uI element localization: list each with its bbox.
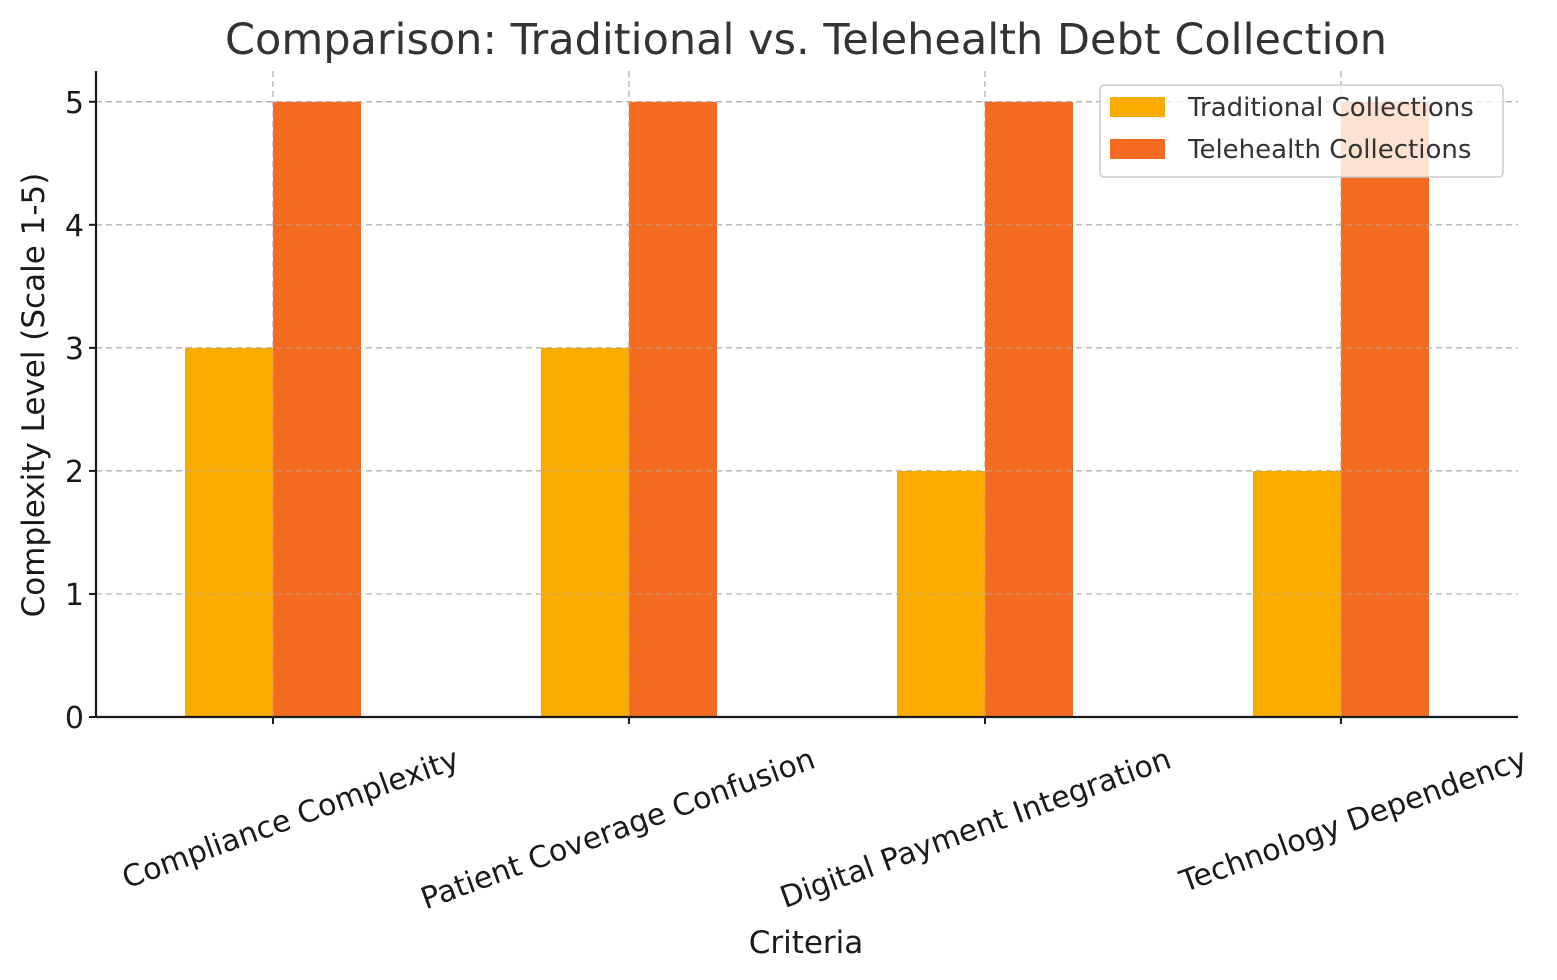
bar-traditional — [185, 347, 273, 717]
y-tick-label: 2 — [65, 455, 84, 490]
x-tick-label: Patient Coverage Confusion — [416, 742, 819, 917]
y-tick-label: 1 — [65, 578, 84, 613]
x-tick-label: Technology Dependency — [1175, 742, 1532, 901]
legend-box — [1099, 84, 1504, 178]
y-tick-label: 0 — [65, 701, 84, 736]
y-tick-label: 3 — [65, 332, 84, 367]
bars — [96, 71, 1518, 717]
grid-overlay — [96, 71, 1518, 717]
bar-traditional — [541, 347, 629, 717]
legend: Traditional Collections Telehealth Collec… — [1099, 84, 1504, 178]
bar-telehealth — [985, 101, 1073, 717]
bar-telehealth — [1341, 101, 1429, 717]
bar-telehealth — [273, 101, 361, 717]
chart-title: Comparison: Traditional vs. Telehealth D… — [225, 15, 1387, 65]
legend-swatch — [1110, 139, 1165, 159]
legend-swatch — [1110, 97, 1165, 117]
x-axis-label: Criteria — [749, 925, 864, 961]
axes — [94, 71, 1518, 719]
legend-label: Traditional Collections — [1187, 93, 1474, 123]
y-ticks: 0 1 2 3 4 5 — [65, 86, 96, 736]
y-tick-label: 4 — [65, 209, 84, 244]
x-tick-label: Compliance Complexity — [118, 742, 464, 896]
legend-label: Telehealth Collections — [1187, 135, 1471, 165]
bar-telehealth — [629, 101, 717, 717]
x-tick-label: Digital Payment Integration — [776, 742, 1176, 916]
y-tick-label: 5 — [65, 86, 84, 121]
y-axis-label: Complexity Level (Scale 1-5) — [16, 173, 52, 618]
